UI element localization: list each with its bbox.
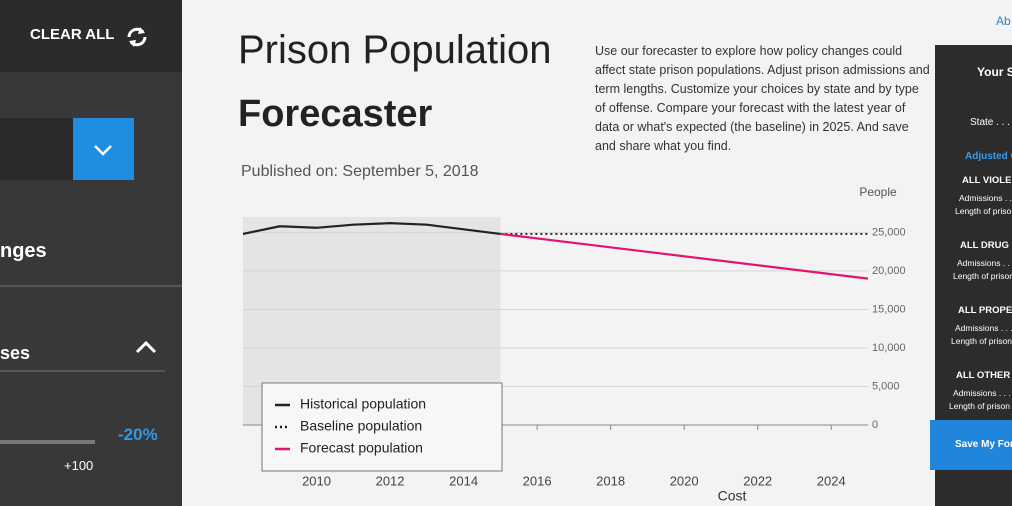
group-field: Admissions . . . .: [955, 323, 1012, 333]
group-name: ALL DRUG OF: [960, 240, 1012, 251]
title: Prison Population: [238, 28, 552, 72]
section-heading: nges: [0, 240, 47, 262]
sidebar: CLEAR ALL nges ses -20% +100: [0, 0, 182, 506]
adjusted-label: Adjusted O: [965, 151, 1012, 162]
nav-link[interactable]: Ab: [996, 14, 1011, 28]
panel-title: Your Se: [977, 65, 1012, 79]
y-axis-label: People: [859, 185, 897, 199]
group-field: Length of prison te: [951, 336, 1012, 346]
dropdown-button[interactable]: [73, 118, 134, 180]
legend-label: Baseline population: [300, 418, 422, 434]
y-tick-label: 15,000: [872, 303, 906, 315]
slider-label: +100: [64, 458, 94, 473]
slider-value: -20%: [118, 425, 158, 444]
x-tick-label: 2012: [376, 473, 405, 488]
clear-all[interactable]: CLEAR ALL: [30, 26, 115, 43]
group-name: ALL OTHER OFFEN: [956, 370, 1012, 381]
description: Use our forecaster to explore how policy…: [595, 44, 930, 153]
y-tick-label: 20,000: [872, 265, 906, 277]
state-label: State . . . .: [970, 117, 1012, 128]
legend-label: Historical population: [300, 396, 426, 412]
published-date: Published on: September 5, 2018: [241, 163, 479, 180]
legend-box: [261, 382, 503, 472]
group-name: ALL VIOLEN: [962, 175, 1012, 186]
refresh-icon[interactable]: [124, 24, 150, 50]
slider-track[interactable]: [0, 440, 95, 444]
right-panel: Your Se State . . . . Adjusted O ALL VIOLEN…: [930, 45, 1012, 506]
x-tick-label: 2020: [670, 473, 699, 488]
section-heading: ses: [0, 343, 31, 363]
y-tick-label: 5,000: [872, 380, 900, 392]
group-field: Admissions . . .: [959, 193, 1012, 203]
group-field: Length of priso: [955, 206, 1012, 216]
data-line: [500, 232, 869, 280]
legend-label: Forecast population: [300, 440, 423, 456]
group-field: Admissions . . . .: [957, 258, 1012, 268]
x-tick-label: 2022: [743, 473, 772, 488]
x-tick-label: 2024: [817, 473, 846, 488]
y-tick-label: 0: [872, 419, 878, 431]
y-tick-label: 10,000: [872, 342, 906, 354]
dropdown[interactable]: [0, 118, 73, 180]
section-heading: Cost: [718, 488, 747, 504]
divider: [0, 370, 165, 372]
chart: People Cost 0 5,000 10,000 15,000 20,000 25,0…: [242, 185, 906, 504]
divider: [0, 285, 182, 287]
x-tick-label: 2018: [596, 473, 625, 488]
x-tick-label: 2010: [302, 473, 331, 488]
save-button[interactable]: Save My Fore: [930, 420, 1012, 470]
group-field: Length of prison t: [953, 271, 1012, 281]
sidebar-header: [0, 0, 182, 72]
group-field: Admissions . . . .: [953, 388, 1012, 398]
title: Forecaster: [238, 93, 433, 135]
x-tick-label: 2014: [449, 473, 478, 488]
x-tick-label: 2016: [523, 473, 552, 488]
data-line: [242, 222, 501, 236]
collapse-icon[interactable]: [132, 338, 160, 358]
group-name: ALL PROPERTY O: [958, 305, 1012, 316]
group-field: Length of prison term: [949, 401, 1012, 411]
y-tick-label: 25,000: [872, 226, 906, 238]
